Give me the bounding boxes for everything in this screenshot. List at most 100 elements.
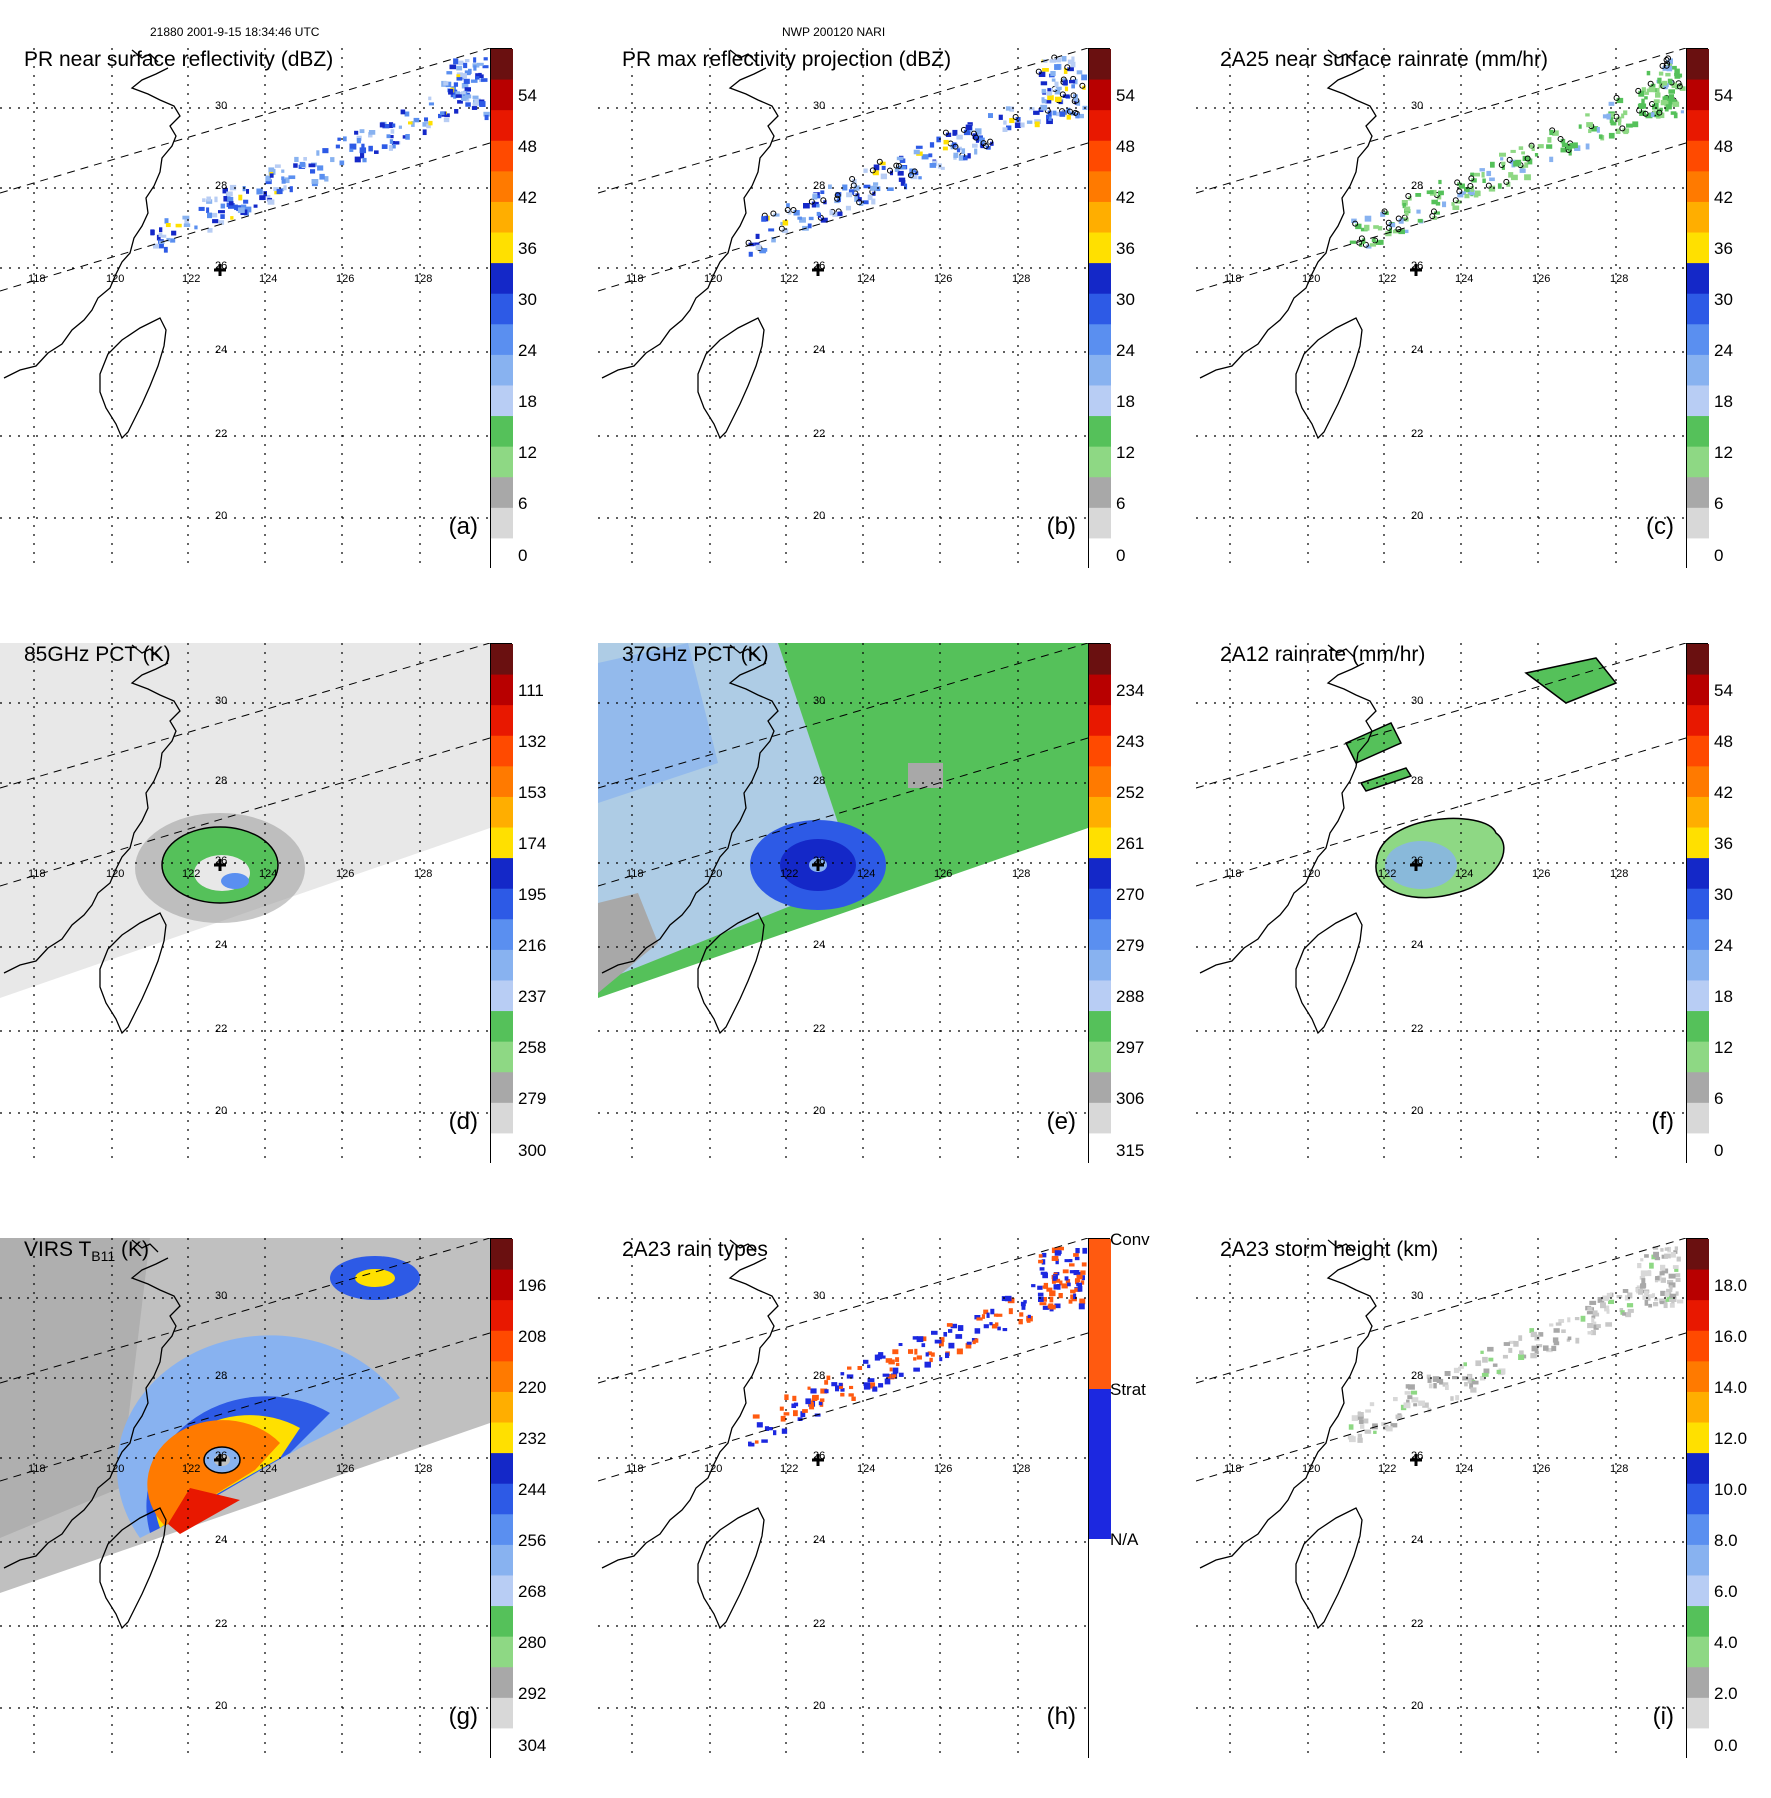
swath-edge-north [1196,643,1686,789]
longitude-label: 126 [336,1463,355,1475]
colorbar-ticks: 111 132 153 174 195 216 237 258 279 300 [518,643,566,1163]
colorbar [1088,643,1111,1164]
longitude-label: 122 [182,273,201,285]
longitude-label: 126 [934,1463,953,1475]
colorbar-segment [1687,1269,1709,1301]
colorbar-segment [491,949,513,982]
latitude-label: 22 [1411,1618,1424,1630]
latitude-label: 30 [1411,1290,1424,1302]
coastline-north [729,1239,757,1253]
coastline-north [1327,1239,1355,1253]
longitude-label: 122 [182,1463,201,1475]
taiwan-coastline [99,912,167,1035]
longitude-label: 124 [259,273,278,285]
lat-lon-grid [598,48,1088,568]
panel-label: (g) [448,1703,478,1730]
colorbar-segment [1687,1544,1709,1577]
colorbar-segment [1687,1133,1709,1164]
panel-g: 118 120 122 124 126 128 30 28 26 24 22 20 VIRS TB11 … [0,1238,560,1798]
latitude-label: 20 [1411,1105,1424,1117]
colorbar-tick-label: 0 [1116,546,1126,565]
latitude-label: 22 [215,428,228,440]
coastline-north [1327,644,1355,658]
colorbar-segment [491,1269,513,1301]
colorbar-tick-label: 12.0 [1714,1429,1748,1448]
china-coastline [601,662,779,974]
colorbar-segment [1687,263,1709,295]
longitude-label: 126 [336,273,355,285]
colorbar-segment [1687,1361,1709,1393]
lat-lon-grid [1196,48,1686,568]
longitude-label: 118 [28,1463,46,1475]
latitude-label: 26 [215,1450,228,1462]
latitude-label: 28 [215,180,228,192]
panel-title: 85GHz PCT (K) [24,643,171,666]
colorbar-tick-label: 24 [1116,341,1135,360]
colorbar-tick-label: 18 [518,392,537,411]
longitude-label: 120 [704,868,723,880]
longitude-label: 124 [1455,1463,1474,1475]
colorbar-tick-label: 48 [1714,137,1733,156]
latitude-label: 28 [813,775,826,787]
colorbar [1088,1238,1111,1759]
latitude-label: 24 [215,1534,228,1546]
latitude-label: 20 [1411,510,1424,522]
colorbar-segment [1089,232,1111,264]
latitude-label: 26 [215,855,228,867]
colorbar-tick-label: 297 [1116,1038,1145,1057]
colorbar-segment [491,1041,513,1073]
colorbar-tick-label: 258 [518,1038,547,1057]
panel-f: 118 120 122 124 126 128 30 28 26 24 22 20 2A12 rainr… [1196,643,1756,1203]
longitude-label: 122 [1378,868,1397,880]
colorbar-segment [1687,477,1709,509]
colorbar [1686,1238,1709,1759]
data-layer-prmax [745,54,1088,276]
colorbar-segment [1687,293,1709,325]
colorbar-tick-label: 14.0 [1714,1378,1748,1397]
longitude-label: 124 [1455,868,1474,880]
colorbar-tick-label: 48 [1116,137,1135,156]
colorbar-segment [491,324,513,356]
colorbar-segment [491,1544,513,1577]
colorbar-tick-label: 132 [518,732,547,751]
colorbar-tick-label: 12 [1116,443,1135,462]
colorbar-segment [1089,446,1111,478]
longitude-label: 120 [106,273,125,285]
colorbar-segment [1089,827,1111,859]
colorbar-tick-label: 42 [1714,783,1733,802]
panel-c: 118 120 122 124 126 128 30 28 26 24 22 20 2A25 near … [1196,48,1756,608]
colorbar-tick-label: 18 [1714,987,1733,1006]
lat-lon-grid [1196,1238,1686,1758]
taiwan-coastline [99,317,167,440]
colorbar-segment [491,827,513,859]
colorbar-tick-label: 12 [1714,1038,1733,1057]
colorbar-segment [1687,1697,1709,1730]
colorbar-tick-label: 36 [1714,239,1733,258]
latitude-label: 30 [215,1290,228,1302]
panel-label: (h) [1046,1703,1076,1730]
colorbar-tick-label: 306 [1116,1089,1145,1108]
latitude-label: 20 [813,1105,826,1117]
storm-center-icon [812,264,824,276]
data-layer-pct85 [0,643,490,998]
colorbar-tick-label: 208 [518,1327,547,1346]
latitude-label: 24 [813,939,826,951]
longitude-label: 124 [259,1463,278,1475]
latitude-label: 20 [813,510,826,522]
coastline-north [729,644,757,658]
china-coastline [3,1257,181,1569]
colorbar-segment [1089,888,1111,920]
colorbar-tick-label: Conv [1110,1230,1150,1249]
latitude-label: 28 [215,1370,228,1382]
panel-title: PR max reflectivity projection (dBZ) [622,48,952,71]
colorbar-ticks: Conv Strat N/A [1110,1230,1164,1758]
colorbar-segment [1687,1391,1709,1424]
colorbar-segment [491,171,513,203]
longitude-label: 128 [1610,1463,1629,1475]
data-layer-pr [150,57,490,276]
colorbar-tick-label: 36 [518,239,537,258]
colorbar-tick-label: N/A [1110,1530,1139,1549]
colorbar-tick-label: 0.0 [1714,1736,1738,1755]
colorbar-segment [1089,1239,1111,1389]
latitude-label: 30 [215,695,228,707]
